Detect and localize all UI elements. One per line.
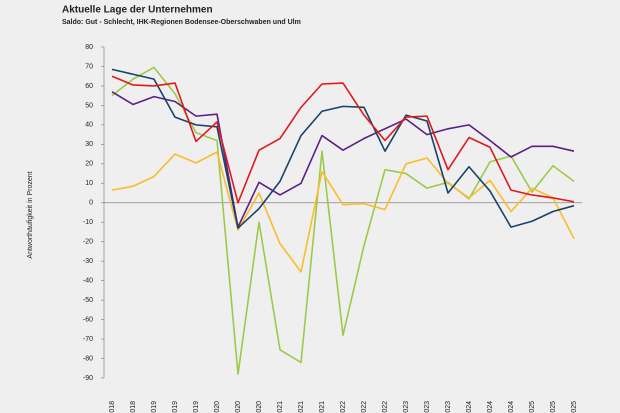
y-tick-label: 50 <box>85 102 93 109</box>
series-line <box>111 75 575 204</box>
x-tick-label: 2019 <box>151 401 158 413</box>
x-tick-label: 2018 <box>109 401 116 413</box>
x-tick-label: 2018 <box>130 401 137 413</box>
x-tick-label: 2020 <box>256 401 263 413</box>
x-tick-label: 2022 <box>340 401 347 413</box>
x-tick-label: 2021 <box>319 401 326 413</box>
chart-subtitle: Saldo: Gut - Schlecht, IHK-Regionen Bode… <box>62 19 301 26</box>
y-axis-label: Antworthäufigkeit in Prozent <box>27 171 34 258</box>
x-tick-label: 2025 <box>571 401 578 413</box>
y-tick-label: -70 <box>83 336 93 343</box>
y-tick-label: -30 <box>83 258 93 265</box>
y-tick-label: 10 <box>85 180 93 187</box>
series-line <box>111 66 575 375</box>
series-line <box>111 91 575 228</box>
series-line <box>111 151 575 273</box>
y-tick-label: -90 <box>83 375 93 382</box>
x-tick-label: 2022 <box>361 401 368 413</box>
x-tick-label: 2025 <box>550 401 557 413</box>
y-tick-label: 80 <box>85 44 93 51</box>
y-tick-label: 30 <box>85 141 93 148</box>
y-tick-label: 70 <box>85 63 93 70</box>
x-tick-label: 2023 <box>424 401 431 413</box>
x-tick-label: 2021 <box>277 401 284 413</box>
x-tick-label: 2024 <box>466 401 473 413</box>
x-tick-label: 2019 <box>193 401 200 413</box>
x-tick-label: 2024 <box>508 401 515 413</box>
y-tick-label: 0 <box>89 200 93 207</box>
y-tick-label: -40 <box>83 277 93 284</box>
x-tick-label: 2023 <box>445 401 452 413</box>
x-tick-label: 2019 <box>172 401 179 413</box>
y-tick-label: -20 <box>83 239 93 246</box>
y-tick-label: 60 <box>85 83 93 90</box>
x-tick-label: 2025 <box>529 401 536 413</box>
x-tick-label: 2023 <box>403 401 410 413</box>
x-tick-label: 2022 <box>382 401 389 413</box>
x-tick-label: 2021 <box>298 401 305 413</box>
x-tick-label: 2020 <box>235 401 242 413</box>
chart-title: Aktuelle Lage der Unternehmen <box>62 5 213 16</box>
y-tick-label: 40 <box>85 122 93 129</box>
y-tick-label: 20 <box>85 161 93 168</box>
y-tick-label: -80 <box>83 355 93 362</box>
y-tick-label: -60 <box>83 316 93 323</box>
y-tick-label: -10 <box>83 219 93 226</box>
x-tick-label: 2024 <box>487 401 494 413</box>
x-tick-label: 2020 <box>214 401 221 413</box>
y-tick-label: -50 <box>83 297 93 304</box>
